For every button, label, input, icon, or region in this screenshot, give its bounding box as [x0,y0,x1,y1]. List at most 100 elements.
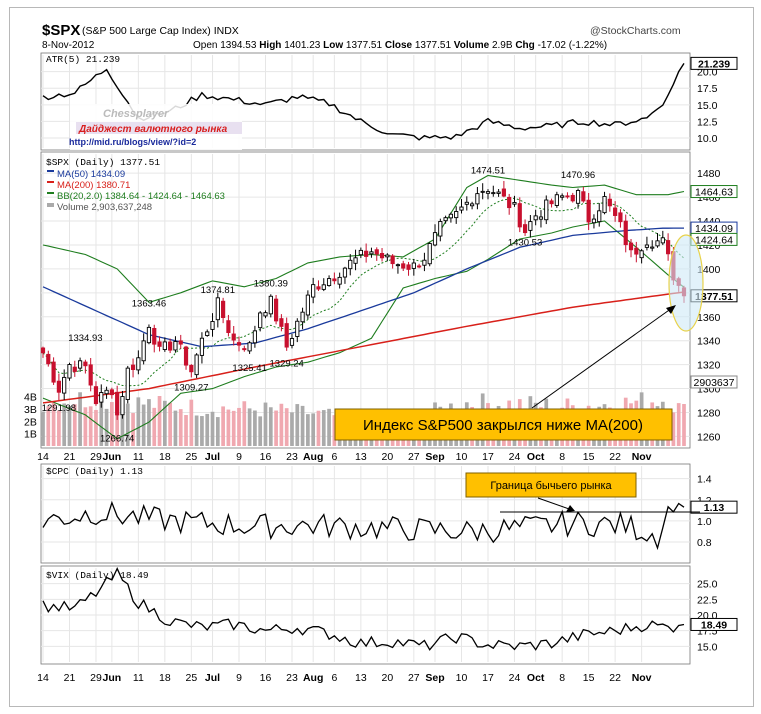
cpc-last-value: 1.13 [704,502,725,514]
volume-bar [131,413,135,446]
candle-body [628,242,634,251]
candle-body [56,380,61,393]
candle-body [591,218,597,224]
candle-body [162,341,167,351]
x-tick-label-bottom: 8 [559,672,565,684]
candle-body [109,389,114,396]
ma200-annotation: Индекс S&P500 закрылся ниже MA(200) [334,234,704,441]
candle-body [364,250,369,257]
candle-body [88,364,93,386]
candle-body [321,284,326,290]
volume-bar [200,416,204,446]
symbol: $SPX [42,22,80,39]
candle-body [289,338,295,346]
volume-bar [284,408,289,446]
volume-bar [215,417,220,446]
candle-body [623,220,628,246]
cpc-tick-label: 1.4 [697,474,712,486]
volume-bar [72,404,77,446]
volume-bar [83,407,88,446]
candle-body [454,211,459,219]
x-tick-label-bottom: Oct [527,672,545,684]
volume-bar [300,405,305,446]
candle-body [491,192,496,195]
cpc-last-value-box [690,500,738,514]
volume-bar [311,413,316,446]
x-tick-label-bottom: 24 [509,672,521,684]
x-tick-label: 27 [408,451,420,463]
candle-body [544,199,549,221]
candle-body [226,320,231,334]
candlesticks [40,180,687,420]
x-tick-label-bottom: 11 [133,672,144,684]
cpc-tick-label: 0.8 [697,537,712,549]
chessplayer-logo: Chessplayer Дайджест валютного рынка htt… [69,104,242,150]
volume-bar [57,410,61,446]
x-tick-label: Oct [527,451,545,463]
peak-label: 1309.27 [174,382,208,393]
candle-body [427,243,432,265]
x-tick-label-bottom: 10 [456,672,468,684]
volume-bar [231,410,236,446]
legend-volume-swatch [47,203,54,207]
volume-bar [51,401,56,446]
peak-label: 1470.96 [561,170,595,181]
candle-body [326,278,332,287]
candle-body [385,254,390,258]
legend-bb-swatch [47,192,54,194]
peak-label: 1291.98 [42,403,76,414]
candle-body [173,341,178,351]
x-tick-label: Nov [632,451,652,463]
price-last-value: 1424.64 [695,234,733,246]
candle-body [464,201,469,205]
volume-bar [178,409,183,446]
logo-title: Chessplayer [103,108,169,120]
atr-tick-label: 12.5 [697,116,718,128]
candle-body [374,249,379,255]
bb-upper-line [42,174,685,304]
candle-body [120,396,125,416]
candle-body [300,311,305,323]
x-tick-label: Aug [303,451,323,463]
candle-body [496,191,501,194]
volume-bar [125,403,130,446]
legend-ma200-swatch [47,181,54,183]
volume-bar [226,409,231,446]
x-tick-label-bottom: 25 [185,672,197,684]
candle-body [215,297,220,321]
candle-body [231,333,236,341]
volume-tick-label: 4B [24,392,37,404]
candle-body [210,321,215,330]
atr-last-value: 21.239 [698,58,730,70]
volume-bar [210,411,215,446]
candle-body [607,198,612,207]
candle-body [279,318,284,327]
candle-body [512,202,517,205]
candle-body [67,364,72,379]
ma200-line [42,291,685,404]
candle-body [522,224,528,234]
atr-legend: ATR(5) 21.239 [46,54,120,65]
candle-body [247,342,252,352]
volume-bar [41,411,45,446]
volume-bar [99,395,104,446]
candle-body [417,265,422,268]
candle-body [554,194,559,206]
candle-body [650,246,655,249]
peak-label: 1325.41 [232,363,266,374]
source-watermark: @StockCharts.com [590,25,681,37]
logo-subtitle: Дайджест валютного рынка [78,124,228,135]
price-tick-label: 1280 [697,407,721,419]
volume-bar [316,410,321,446]
x-tick-label: 18 [159,451,171,463]
volume-bar [205,413,210,446]
candle-body [570,194,575,202]
candle-body [602,196,607,214]
candle-body [501,188,506,197]
peak-label: 1334.93 [68,333,102,344]
symbol-description: (S&P 500 Large Cap Index) INDX [82,25,239,37]
legend-ma50-swatch [47,170,54,172]
candle-body [194,354,199,376]
candle-body [348,259,353,270]
